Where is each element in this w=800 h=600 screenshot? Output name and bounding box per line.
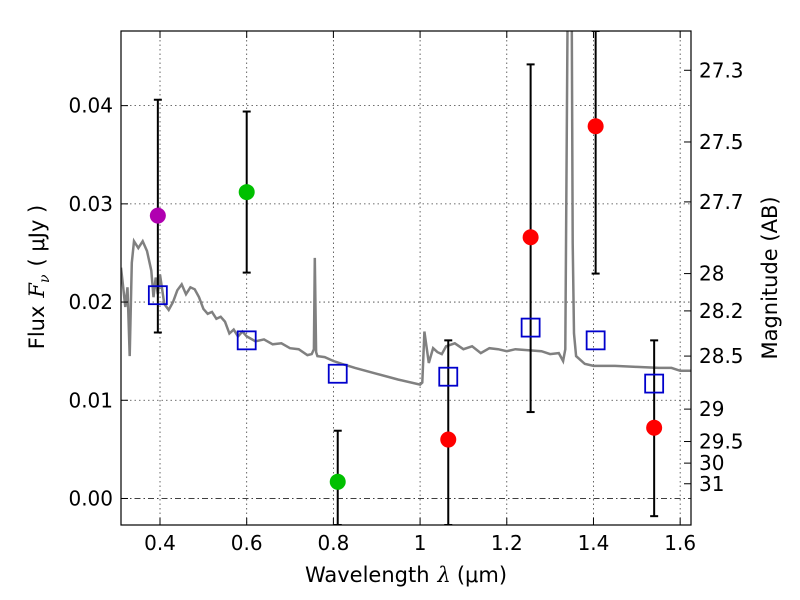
plot-frame [120,30,692,526]
model-photometry-square [438,366,459,387]
x-tick-label: 1.6 [664,531,696,555]
y-tick-label: 0.04 [68,94,113,118]
x-axis-title: Wavelength λ (μm) [305,563,507,587]
observed-flux-layer [149,118,663,490]
template-spectrum-line [121,31,691,386]
y-tick-label: 0.00 [68,486,113,510]
x-tick-label: 0.6 [231,531,263,555]
y-axis-title-text: Flux [25,306,49,350]
x-axis-title-text: Wavelength [305,563,430,587]
y-axis-title: Flux Fν ( μJy ) [25,205,53,349]
observed-flux-point [238,184,255,201]
magnitude-tick-label: 30 [699,451,724,475]
model-photometry-square [585,330,606,351]
magnitude-tick-label: 28.2 [699,299,744,323]
y-axis-unit: ( μJy ) [25,205,49,267]
x-tick-label: 1.2 [491,531,523,555]
model-photometry-layer [147,285,665,394]
magnitude-tick-label: 31 [699,472,724,496]
y-axis-symbol: F [25,282,49,299]
x-axis-unit: (μm) [457,563,507,587]
y2-axis-title: Magnitude (AB) [758,196,782,359]
magnitude-tick-label: 28.5 [699,344,744,368]
magnitude-tick-label: 27.5 [699,130,744,154]
observed-flux-point [440,431,457,448]
observed-flux-point [587,118,604,135]
x-tick-label: 0.4 [144,531,176,555]
observed-flux-point [522,229,539,246]
x-tick-label: 1.4 [578,531,610,555]
magnitude-tick-label: 27.7 [699,190,744,214]
y-tick-label: 0.03 [68,192,113,216]
magnitude-tick-label: 29.5 [699,430,744,454]
y-axis-symbol-sub: ν [37,274,53,283]
x-tick-label: 1 [414,531,427,555]
magnitude-tick-label: 27.3 [699,58,744,82]
y-tick-label: 0.01 [68,388,113,412]
y-tick-label: 0.02 [68,290,113,314]
tick-layer: 0.4 0.6 0.8 1 1.2 1.4 1.6 0.00 0.01 0.02 0.03 0.04 2… [68,31,744,555]
model-photometry-square [520,317,541,338]
model-photometry-square [236,330,257,351]
magnitude-tick-label: 29 [699,397,724,421]
magnitude-tick-label: 28 [699,262,724,286]
observed-flux-point [646,419,663,436]
model-photometry-square [644,373,665,394]
observed-flux-point [149,207,166,224]
observed-flux-point [329,473,346,490]
grid-layer [121,31,691,525]
x-axis-symbol: λ [437,563,451,587]
model-photometry-square [327,363,348,384]
model-photometry-square [147,285,168,306]
errorbar-layer [153,31,659,525]
x-tick-label: 0.8 [317,531,349,555]
